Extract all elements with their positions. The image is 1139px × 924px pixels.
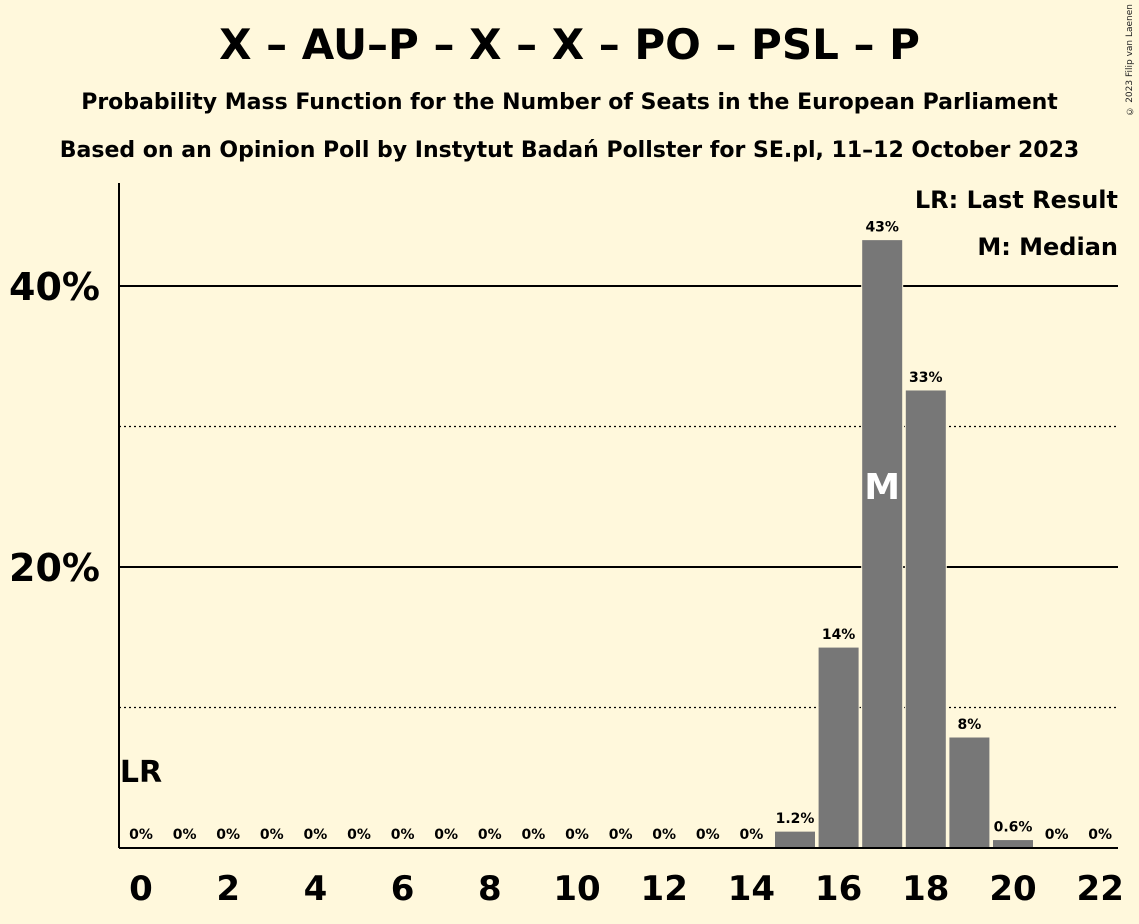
bar-value-label: 0% — [740, 827, 764, 843]
x-tick-label: 18 — [902, 869, 949, 909]
bar-value-label: 43% — [865, 220, 899, 236]
bar-seat-15 — [774, 830, 816, 849]
bar-value-label: 0% — [478, 827, 502, 843]
x-tick-label: 10 — [553, 869, 600, 909]
x-tick-label: 14 — [728, 869, 775, 909]
bar-value-label: 0% — [1045, 827, 1069, 843]
bar-seat-17 — [861, 239, 904, 849]
bar-value-label: 0% — [1088, 827, 1112, 843]
bar-value-label: 0% — [522, 827, 546, 843]
bar-value-label: 0% — [609, 827, 633, 843]
bar-value-label: 0% — [652, 827, 676, 843]
x-tick-label: 2 — [216, 869, 240, 909]
bar-value-label: 8% — [958, 717, 982, 733]
y-tick-label: 20% — [9, 546, 100, 590]
bar-value-label: 0% — [173, 827, 197, 843]
bar-value-label: 0.6% — [994, 820, 1033, 836]
x-tick-label: 12 — [641, 869, 688, 909]
bar-value-label: 33% — [909, 370, 943, 386]
bar-value-label: 0% — [304, 827, 328, 843]
x-tick-label: 16 — [815, 869, 862, 909]
bar-value-label: 1.2% — [776, 811, 815, 827]
bar-seat-19 — [948, 736, 991, 849]
last-result-marker: LR — [120, 755, 162, 790]
chart-source-note: Based on an Opinion Poll by Instytut Bad… — [59, 138, 1080, 163]
x-tick-label: 22 — [1077, 869, 1124, 909]
bar-value-label: 0% — [434, 827, 458, 843]
bar-value-label: 0% — [391, 827, 415, 843]
legend-last-result: LR: Last Result — [914, 186, 1118, 214]
x-tick-label: 8 — [478, 869, 502, 909]
bar-value-label: 0% — [565, 827, 589, 843]
median-marker: M — [864, 467, 900, 508]
bar-value-label: 0% — [216, 827, 240, 843]
bar-seat-16 — [817, 646, 860, 849]
bar-seat-18 — [904, 389, 947, 849]
bar-value-label: 0% — [696, 827, 720, 843]
x-tick-label: 4 — [304, 869, 328, 909]
legend-median: M: Median — [977, 233, 1118, 261]
bar-value-label: 14% — [822, 627, 856, 643]
x-tick-label: 20 — [989, 869, 1036, 909]
chart-subtitle: Probability Mass Function for the Number… — [81, 90, 1058, 115]
bar-value-label: 0% — [347, 827, 371, 843]
bar-value-label: 0% — [129, 827, 153, 843]
y-tick-label: 40% — [9, 265, 100, 309]
bar-seat-20 — [992, 839, 1034, 849]
chart-title: X – AU–P – X – X – PO – PSL – P — [219, 20, 920, 69]
bar-value-label: 0% — [260, 827, 284, 843]
x-tick-label: 6 — [391, 869, 415, 909]
x-tick-label: 0 — [129, 869, 153, 909]
